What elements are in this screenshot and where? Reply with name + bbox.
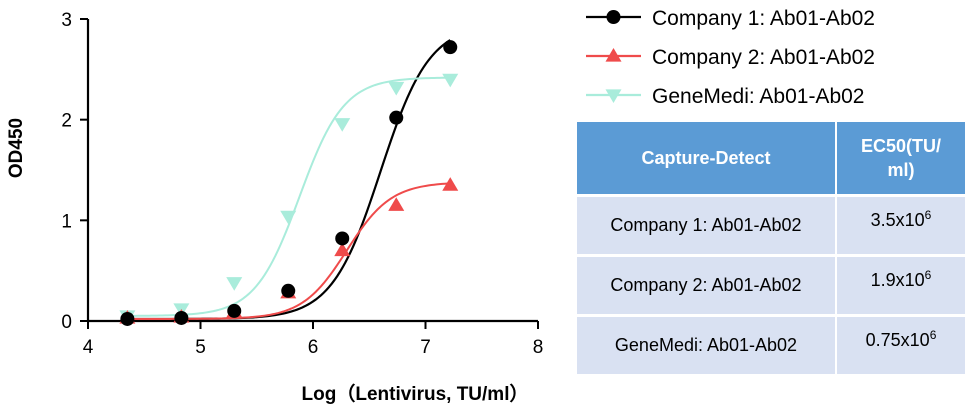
data-point	[335, 231, 350, 246]
legend-swatch-marker	[605, 89, 622, 103]
ec50-mantissa: 1.9x10	[870, 270, 925, 290]
data-point	[281, 283, 296, 298]
table-header-capture-detect: Capture-Detect	[577, 122, 837, 194]
ec50-header-line1: EC50(TU/	[860, 136, 941, 156]
data-point	[443, 40, 458, 55]
x-tick-label: 8	[533, 337, 544, 358]
ec50-exponent: 6	[924, 268, 932, 282]
x-tick-label: 7	[420, 337, 431, 358]
chart-axes: 4 5 6 7 8 0 1 2 3	[61, 10, 543, 358]
row-name: GeneMedi: Ab01-Ab02	[577, 314, 837, 374]
legend-label: Company 1: Ab01-Ab02	[652, 7, 875, 30]
x-tick-label: 5	[195, 337, 206, 358]
ec50-header-line2: ml)	[887, 160, 915, 180]
legend-swatch-marker	[606, 10, 621, 24]
data-point	[334, 118, 351, 132]
data-point	[120, 311, 135, 326]
y-tick-label: 2	[61, 111, 72, 132]
ec50-exponent: 6	[924, 208, 932, 222]
row-ec50: 0.75x106	[837, 314, 965, 374]
row-ec50: 3.5x106	[837, 194, 965, 254]
ec50-table: Capture-Detect EC50(TU/ ml) Company 1: A…	[577, 122, 965, 374]
legend: Company 1: Ab01-Ab02 Company 2: Ab01-Ab02…	[586, 7, 875, 108]
legend-swatch-marker	[605, 48, 622, 62]
data-point	[389, 110, 404, 125]
row-name: Company 2: Ab01-Ab02	[577, 254, 837, 314]
y-tick-label: 3	[61, 10, 72, 31]
table-row: GeneMedi: Ab01-Ab02 0.75x106	[577, 314, 965, 374]
y-tick-label: 1	[61, 211, 72, 232]
row-ec50: 1.9x106	[837, 254, 965, 314]
row-name: Company 1: Ab01-Ab02	[577, 194, 837, 254]
data-point	[226, 277, 243, 291]
data-point	[280, 210, 297, 225]
x-tick-label: 6	[308, 337, 319, 358]
data-point	[227, 303, 242, 318]
table-row: Company 1: Ab01-Ab02 3.5x106	[577, 194, 965, 254]
ec50-exponent: 6	[929, 328, 937, 342]
data-point	[442, 73, 459, 88]
table-header-ec50: EC50(TU/ ml)	[837, 122, 965, 194]
ec50-mantissa: 3.5x10	[870, 210, 925, 230]
table-row: Company 2: Ab01-Ab02 1.9x106	[577, 254, 965, 314]
legend-label: GeneMedi: Ab01-Ab02	[652, 85, 864, 108]
data-point	[388, 81, 405, 96]
data-point	[388, 197, 405, 211]
y-tick-label: 0	[61, 312, 72, 333]
fit-curve	[127, 182, 451, 320]
data-point	[442, 177, 459, 191]
legend-label: Company 2: Ab01-Ab02	[652, 46, 875, 69]
data-point	[174, 310, 189, 325]
x-axis-label: Log（Lentivirus, TU/ml）	[302, 382, 529, 405]
x-tick-label: 4	[83, 337, 94, 358]
table-header-row: Capture-Detect EC50(TU/ ml)	[577, 122, 965, 194]
data-point	[334, 242, 351, 257]
y-axis-label: OD450	[6, 118, 27, 178]
data-points	[119, 40, 459, 326]
ec50-mantissa: 0.75x10	[865, 330, 930, 350]
